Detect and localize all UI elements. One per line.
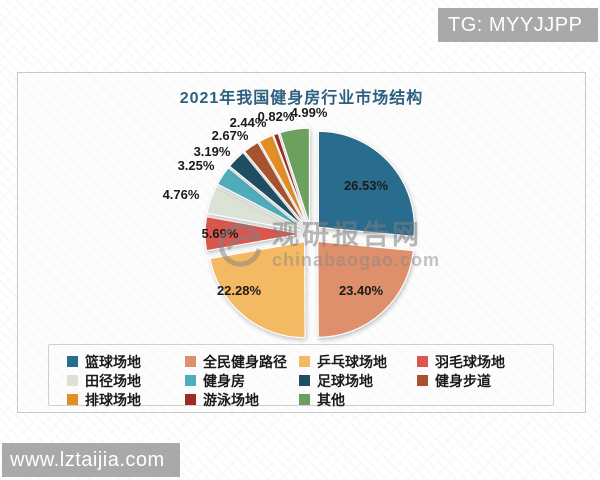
- pie-slice: [317, 240, 414, 338]
- legend-label: 排球场地: [85, 391, 141, 408]
- legend-item: 篮球场地: [67, 352, 185, 371]
- pie-slice-label: 23.40%: [339, 283, 384, 298]
- site-badge: www.lztaijia.com: [2, 443, 180, 477]
- legend-item: 健身步道: [417, 371, 553, 390]
- legend-swatch: [67, 375, 78, 386]
- legend-label: 足球场地: [317, 372, 373, 389]
- chart-legend: 篮球场地 全民健身路径 乒乓球场地 羽毛球场地田径场地 健身房 足球场地 健身步道排球场地 游…: [48, 344, 554, 409]
- pie-slice-label: 5.69%: [202, 226, 239, 241]
- legend-swatch: [299, 394, 310, 405]
- legend-label: 乒乓球场地: [317, 353, 387, 370]
- pie-slice-label: 3.25%: [178, 158, 215, 173]
- legend-item: 排球场地: [67, 390, 185, 409]
- legend-item: 羽毛球场地: [417, 352, 553, 371]
- pie-slice: [228, 151, 305, 228]
- pie-chart: 26.53%23.40%22.28%5.69%4.76%3.25%3.19%2.…: [163, 105, 415, 339]
- pie-slice: [258, 134, 308, 226]
- legend-label: 田径场地: [85, 372, 141, 389]
- chart-panel: 2021年我国健身房行业市场结构 26.53% 23.40% 22.28% 5.69%…: [17, 72, 586, 413]
- pie-slice-label: 2.44%: [230, 115, 267, 130]
- tg-badge: TG: MYYJJPP: [438, 8, 598, 42]
- pie-slice-label: 4.99%: [291, 105, 328, 120]
- pie-slice: [243, 141, 306, 227]
- pie-slice: [216, 166, 304, 230]
- legend-label: 篮球场地: [85, 353, 141, 370]
- legend-label: 健身步道: [435, 372, 491, 389]
- pie-slice-label: 3.19%: [194, 144, 231, 159]
- legend-label: 全民健身路径: [203, 353, 287, 370]
- pie-slice-label: 0.82%: [258, 109, 295, 124]
- legend-item: 健身房: [185, 371, 299, 390]
- pie-slice: [272, 132, 309, 225]
- legend-swatch: [185, 394, 196, 405]
- legend-swatch: [417, 356, 428, 367]
- pie-slice: [317, 130, 415, 238]
- chart-title: 2021年我国健身房行业市场结构: [179, 90, 424, 107]
- legend-item: 游泳场地: [185, 390, 299, 409]
- legend-label: 游泳场地: [203, 391, 259, 408]
- legend-item: 全民健身路径: [185, 352, 299, 371]
- legend-label: 羽毛球场地: [435, 353, 505, 370]
- pie-slice-label: 26.53%: [344, 178, 389, 193]
- legend-swatch: [67, 356, 78, 367]
- legend-swatch: [185, 356, 196, 367]
- legend-swatch: [299, 375, 310, 386]
- legend-label: 其他: [317, 391, 345, 408]
- pie-slice: [279, 127, 311, 225]
- legend-swatch: [299, 356, 310, 367]
- pie-slice: [206, 185, 302, 232]
- legend-item: 乒乓球场地: [299, 352, 417, 371]
- legend-item: 足球场地: [299, 371, 417, 390]
- pie-slice-label: 2.67%: [212, 128, 249, 143]
- pie-slice-label: 22.28%: [217, 283, 262, 298]
- legend-swatch: [67, 394, 78, 405]
- legend-item: 其他: [299, 390, 417, 409]
- legend-swatch: [417, 375, 428, 386]
- legend-swatch: [185, 375, 196, 386]
- legend-label: 健身房: [203, 372, 245, 389]
- legend-item: 田径场地: [67, 371, 185, 390]
- pie-slice-label: 4.76%: [163, 187, 200, 202]
